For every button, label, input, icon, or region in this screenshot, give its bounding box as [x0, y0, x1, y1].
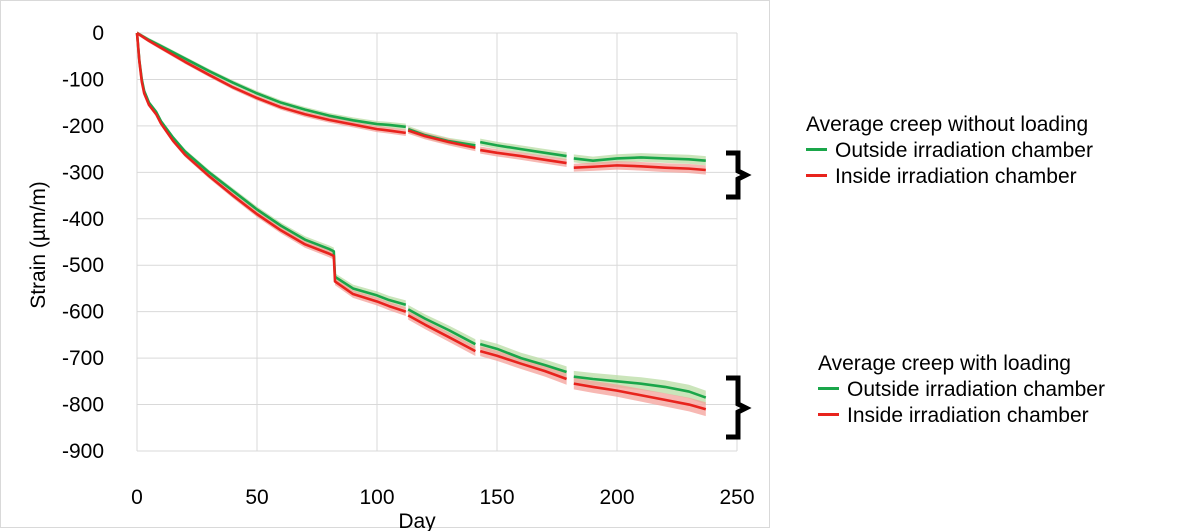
tick-labels: 0 50 100 150 200 250 0 -100 -200 -300 -400 -500 -600… — [62, 22, 755, 509]
series-line — [479, 140, 567, 158]
uncertainty-band — [573, 161, 706, 175]
chart-frame — [0, 0, 770, 528]
y-tick-label: -400 — [62, 208, 104, 231]
y-tick-label: -500 — [62, 254, 104, 277]
line-layer — [135, 31, 707, 411]
series-line — [573, 156, 706, 163]
right-brace-icon — [726, 150, 752, 200]
legend-without-loading: Average creep without loading Outside ir… — [806, 113, 1093, 190]
y-tick-label: -300 — [62, 161, 104, 184]
x-tick-label: 50 — [245, 486, 268, 509]
series-line — [479, 349, 568, 381]
legend-with-loading: Average creep with loading Outside irrad… — [818, 352, 1105, 429]
y-tick-label: 0 — [92, 22, 104, 45]
legend-heading: Average creep without loading — [806, 113, 1089, 136]
green-line-swatch — [818, 386, 839, 390]
x-tick-label: 100 — [359, 486, 394, 509]
series-line — [407, 314, 477, 353]
series-line — [479, 148, 567, 165]
series-line — [136, 31, 406, 135]
x-tick-label: 0 — [131, 486, 143, 509]
legend-label: Inside irradiation chamber — [835, 165, 1077, 188]
red-line-swatch — [818, 412, 839, 416]
y-tick-label: -600 — [62, 301, 104, 324]
legend-item-inside: Inside irradiation chamber — [818, 403, 1105, 429]
y-tick-label: -100 — [62, 68, 104, 91]
legend-label: Inside irradiation chamber — [847, 404, 1089, 427]
uncertainty-band — [573, 377, 706, 417]
uncertainty-band — [137, 31, 406, 316]
y-tick-label: -700 — [62, 347, 104, 370]
series-line — [407, 129, 476, 149]
uncertainty-band — [137, 31, 406, 130]
grid-layer — [136, 32, 738, 452]
green-line-swatch — [806, 147, 827, 151]
legend-heading: Average creep with loading — [818, 352, 1071, 375]
x-tick-label: 200 — [599, 486, 634, 509]
legend-label: Outside irradiation chamber — [835, 139, 1093, 162]
series-line — [136, 31, 406, 129]
series-line — [479, 342, 567, 374]
red-line-swatch — [806, 173, 827, 177]
series-line — [407, 308, 477, 346]
y-tick-label: -200 — [62, 115, 104, 138]
series-line — [573, 382, 707, 411]
y-tick-label: -800 — [62, 394, 104, 417]
x-tick-label: 150 — [479, 486, 514, 509]
y-tick-label: -900 — [62, 440, 104, 463]
creep-chart: 0 50 100 150 200 250 0 -100 -200 -300 -400 -500 -600… — [27, 22, 755, 531]
x-tick-label: 250 — [719, 486, 754, 509]
legend-label: Outside irradiation chamber — [847, 378, 1105, 401]
legend-item-inside: Inside irradiation chamber — [806, 164, 1093, 190]
series-line — [135, 32, 407, 313]
series-line — [573, 375, 707, 399]
legend-item-outside: Outside irradiation chamber — [818, 377, 1105, 403]
series-line — [135, 32, 407, 306]
series-line — [573, 164, 706, 172]
legend-item-outside: Outside irradiation chamber — [806, 138, 1093, 164]
y-axis-label: Strain (µm/m) — [27, 181, 50, 309]
right-brace-icon — [726, 375, 752, 440]
uncertainty-band — [137, 31, 406, 309]
x-axis-label: Day — [398, 510, 436, 531]
